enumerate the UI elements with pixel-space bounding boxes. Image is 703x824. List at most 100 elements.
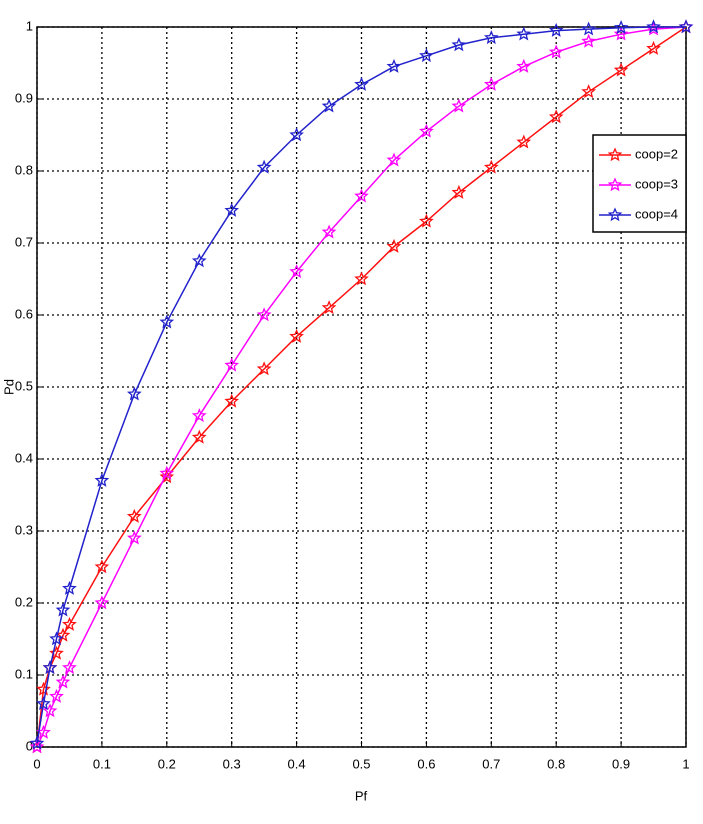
marker bbox=[256, 361, 272, 376]
marker bbox=[49, 645, 64, 660]
marker bbox=[548, 109, 564, 124]
x-tick-label: 0.3 bbox=[223, 756, 241, 771]
marker bbox=[36, 681, 51, 696]
marker bbox=[62, 616, 77, 631]
y-tick-label: 0.2 bbox=[15, 594, 33, 609]
y-tick-label: 0.8 bbox=[15, 162, 33, 177]
marker bbox=[126, 508, 142, 523]
x-tick-label: 0.1 bbox=[93, 756, 111, 771]
marker bbox=[581, 33, 597, 48]
x-tick-label: 0.8 bbox=[547, 756, 565, 771]
y-tick-label: 0.5 bbox=[15, 378, 33, 393]
marker bbox=[451, 98, 467, 113]
marker bbox=[451, 184, 467, 199]
series-line bbox=[36, 26, 687, 748]
marker bbox=[191, 253, 207, 268]
marker bbox=[386, 58, 402, 73]
marker bbox=[516, 26, 532, 41]
marker bbox=[42, 660, 58, 675]
marker bbox=[419, 123, 434, 138]
marker bbox=[94, 472, 110, 487]
legend-box bbox=[592, 134, 687, 233]
marker bbox=[646, 40, 661, 55]
x-axis-label: Pf bbox=[355, 788, 368, 803]
marker bbox=[613, 20, 629, 34]
marker bbox=[224, 357, 240, 372]
marker bbox=[49, 631, 64, 646]
x-tick-label: 1 bbox=[682, 756, 689, 771]
marker bbox=[548, 44, 564, 59]
marker bbox=[354, 271, 369, 286]
marker bbox=[321, 224, 337, 239]
marker bbox=[55, 627, 71, 642]
legend-marker bbox=[607, 147, 623, 162]
marker bbox=[36, 696, 51, 711]
marker bbox=[62, 660, 77, 675]
marker bbox=[55, 674, 71, 689]
x-tick-label: 0 bbox=[33, 756, 40, 771]
y-tick-label: 1 bbox=[26, 18, 33, 33]
series-line bbox=[36, 26, 687, 748]
y-tick-label: 0.1 bbox=[15, 666, 33, 681]
marker bbox=[191, 408, 207, 423]
legend-label: coop=4 bbox=[635, 206, 678, 221]
marker bbox=[613, 26, 629, 41]
marker bbox=[55, 602, 71, 617]
y-tick-label: 0.9 bbox=[15, 90, 33, 105]
marker bbox=[49, 688, 64, 703]
marker bbox=[483, 159, 499, 174]
marker bbox=[516, 58, 532, 73]
marker bbox=[159, 465, 175, 480]
marker bbox=[581, 21, 597, 36]
x-tick-label: 0.5 bbox=[352, 756, 370, 771]
y-axis-label: Pd bbox=[1, 379, 16, 395]
x-tick-label: 0.2 bbox=[158, 756, 176, 771]
marker bbox=[483, 30, 499, 45]
marker bbox=[62, 580, 77, 595]
y-tick-label: 0.7 bbox=[15, 234, 33, 249]
marker bbox=[126, 386, 142, 401]
marker bbox=[321, 300, 337, 315]
marker bbox=[256, 159, 272, 174]
marker bbox=[483, 76, 499, 91]
marker bbox=[451, 37, 467, 52]
y-tick-label: 0 bbox=[26, 738, 33, 753]
marker bbox=[321, 98, 337, 113]
plot-frame bbox=[36, 26, 687, 748]
x-tick-label: 0.4 bbox=[288, 756, 306, 771]
legend-marker bbox=[607, 177, 623, 192]
marker bbox=[94, 595, 110, 610]
marker bbox=[548, 22, 564, 37]
marker bbox=[419, 213, 434, 228]
marker bbox=[94, 559, 110, 574]
marker bbox=[289, 127, 304, 142]
marker bbox=[224, 393, 240, 408]
legend-marker bbox=[607, 207, 623, 222]
marker bbox=[646, 19, 661, 34]
marker bbox=[581, 84, 597, 99]
marker bbox=[419, 48, 434, 63]
marker bbox=[29, 739, 45, 754]
x-tick-label: 0.6 bbox=[417, 756, 435, 771]
marker bbox=[354, 188, 369, 203]
y-tick-label: 0.3 bbox=[15, 522, 33, 537]
x-tick-label: 0.7 bbox=[482, 756, 500, 771]
marker bbox=[516, 134, 532, 149]
legend-label: coop=3 bbox=[635, 176, 678, 191]
legend-label: coop=2 bbox=[635, 146, 678, 161]
y-tick-label: 0.4 bbox=[15, 450, 33, 465]
marker bbox=[354, 76, 369, 91]
marker bbox=[289, 264, 304, 279]
marker bbox=[159, 314, 175, 329]
marker bbox=[678, 19, 694, 34]
marker bbox=[42, 703, 58, 718]
x-tick-label: 0.9 bbox=[612, 756, 630, 771]
marker bbox=[613, 62, 629, 77]
marker bbox=[191, 429, 207, 444]
marker bbox=[224, 202, 240, 217]
y-tick-label: 0.6 bbox=[15, 306, 33, 321]
series-line bbox=[36, 26, 686, 744]
marker bbox=[29, 735, 45, 750]
marker bbox=[386, 238, 402, 253]
